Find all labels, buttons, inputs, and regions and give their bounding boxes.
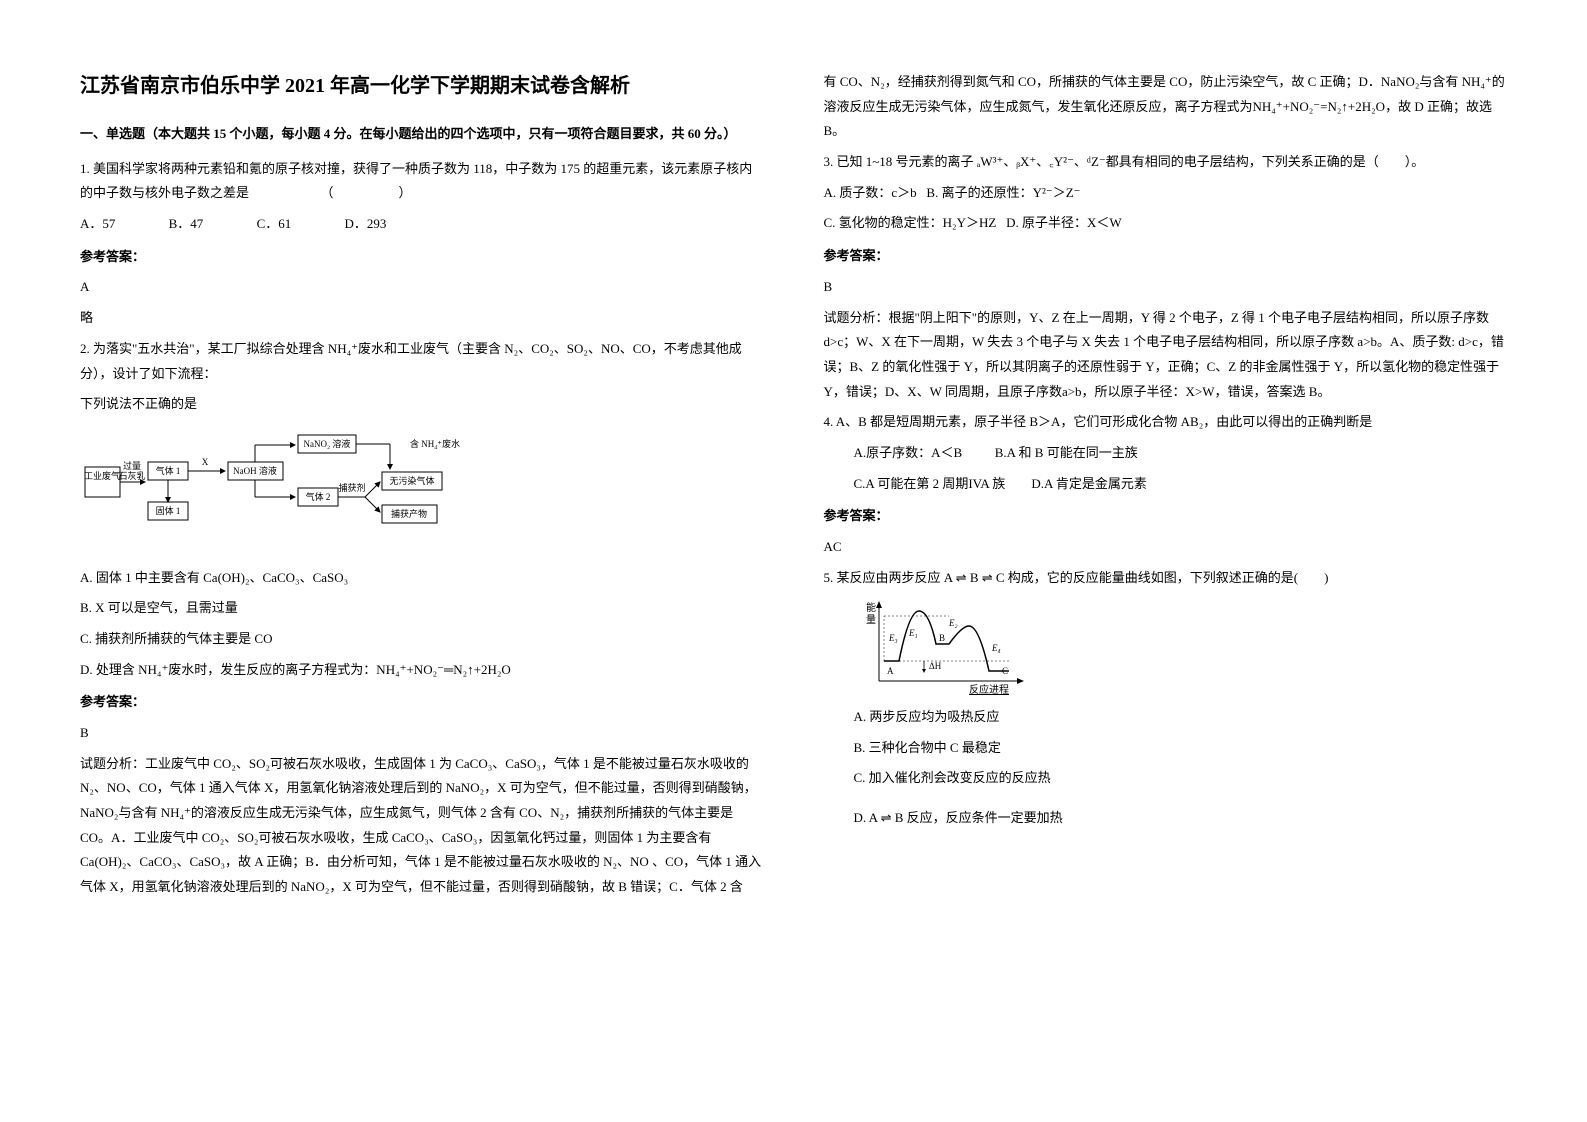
q4-options-line2: C.A 可能在第 2 周期IVA 族 D.A 肯定是金属元素 [854, 472, 1508, 497]
svg-text:气体 2: 气体 2 [306, 491, 331, 502]
q3-answer: B [824, 275, 1508, 300]
q4-answer: AC [824, 535, 1508, 560]
svg-text:过量: 过量 [123, 460, 141, 471]
svg-text:X: X [202, 457, 209, 467]
q3-explanation: 试题分析：根据"阴上阳下"的原则，Y、Z 在上一周期，Y 得 2 个电子，Z 得… [824, 306, 1508, 405]
svg-text:A: A [887, 666, 894, 676]
svg-text:NaNO₂ 溶液: NaNO₂ 溶液 [304, 438, 351, 449]
svg-text:E₃: E₃ [888, 633, 898, 643]
svg-text:工业废气: 工业废气 [84, 470, 120, 481]
q4-options-line1: A.原子序数：A＜B B.A 和 B 可能在同一主族 [854, 441, 1508, 466]
energy-chart: 能 量 反应进程 A B C E₃ E₁ E₂ E₄ ΔH [824, 596, 1508, 705]
svg-text:ΔH: ΔH [929, 661, 942, 671]
question-4-text: 4. A、B 都是短周期元素，原子半径 B＞A，它们可形成化合物 AB₂，由此可… [824, 410, 1508, 435]
right-column: 有 CO、N₂，经捕获剂得到氮气和 CO，所捕获的气体主要是 CO，防止污染空气… [794, 70, 1538, 1082]
left-column: 江苏省南京市伯乐中学 2021 年高一化学下学期期末试卷含解析 一、单选题（本大… [50, 70, 794, 1082]
q5-option-d: D. A ⇌ B 反应，反应条件一定要加热 [854, 806, 1508, 831]
q3-option-b: B. 离子的还原性：Y²⁻＞Z⁻ [926, 185, 1080, 200]
question-1-text: 1. 美国科学家将两种元素铅和氪的原子核对撞，获得了一种质子数为 118，中子数… [80, 157, 764, 206]
question-5-text: 5. 某反应由两步反应 A ⇌ B ⇌ C 构成，它的反应能量曲线如图，下列叙述… [824, 566, 1508, 591]
q3-option-a: A. 质子数：c＞b [824, 185, 917, 200]
question-1-options: A．57 B．47 C．61 D．293 [80, 212, 764, 237]
svg-text:石灰乳: 石灰乳 [118, 470, 145, 481]
svg-text:B: B [939, 633, 945, 643]
svg-text:含 NH₄⁺废水: 含 NH₄⁺废水 [410, 438, 460, 449]
q2-option-c: C. 捕获剂所捕获的气体主要是 CO [80, 627, 764, 652]
q5-option-c: C. 加入催化剂会改变反应的反应热 [854, 766, 1508, 791]
q4-option-d: D.A 肯定是金属元素 [1031, 476, 1147, 491]
q3-option-c: C. 氢化物的稳定性：H₂Y＞HZ [824, 215, 997, 230]
q4-option-b: B.A 和 B 可能在同一主族 [995, 445, 1138, 460]
svg-text:能: 能 [866, 601, 876, 614]
q1-option-b: B．47 [169, 216, 204, 231]
q2-option-a: A. 固体 1 中主要含有 Ca(OH)₂、CaCO₃、CaSO₃ [80, 566, 764, 591]
q2-option-b: B. X 可以是空气，且需过量 [80, 596, 764, 621]
energy-chart-svg: 能 量 反应进程 A B C E₃ E₁ E₂ E₄ ΔH [854, 596, 1034, 696]
svg-text:E₁: E₁ [908, 628, 918, 638]
svg-text:C: C [1002, 666, 1008, 676]
q5-option-b: B. 三种化合物中 C 最稳定 [854, 736, 1508, 761]
section-heading: 一、单选题（本大题共 15 个小题，每小题 4 分。在每小题给出的四个选项中，只… [80, 122, 764, 147]
q5-option-a: A. 两步反应均为吸热反应 [854, 705, 1508, 730]
q1-option-d: D．293 [344, 216, 386, 231]
q3-options-line1: A. 质子数：c＞b B. 离子的还原性：Y²⁻＞Z⁻ [824, 181, 1508, 206]
q2-explanation: 试题分析：工业废气中 CO₂、SO₂可被石灰水吸收，生成固体 1 为 CaCO₃… [80, 752, 764, 900]
q1-option-a: A．57 [80, 216, 115, 231]
q2-answer-label: 参考答案： [80, 690, 764, 715]
q3-options-line2: C. 氢化物的稳定性：H₂Y＞HZ D. 原子半径：X＜W [824, 211, 1508, 236]
q4-option-c: C.A 可能在第 2 周期IVA 族 [854, 476, 1006, 491]
svg-text:反应进程: 反应进程 [969, 683, 1009, 696]
question-2-text: 2. 为落实"五水共治"，某工厂拟综合处理含 NH₄⁺废水和工业废气（主要含 N… [80, 337, 764, 386]
q3-answer-label: 参考答案： [824, 244, 1508, 269]
flow-diagram-svg: 工业废气 过量 石灰乳 气体 1 固体 1 X NaOH 溶液 NaNO₂ 溶液 [80, 427, 480, 547]
q4-answer-label: 参考答案： [824, 504, 1508, 529]
q2-continuation: 有 CO、N₂，经捕获剂得到氮气和 CO，所捕获的气体主要是 CO，防止污染空气… [824, 70, 1508, 144]
svg-text:捕获产物: 捕获产物 [391, 508, 427, 519]
svg-text:无污染气体: 无污染气体 [389, 475, 434, 486]
svg-text:气体 1: 气体 1 [156, 465, 181, 476]
document-title: 江苏省南京市伯乐中学 2021 年高一化学下学期期末试卷含解析 [80, 70, 764, 102]
svg-text:捕获剂: 捕获剂 [338, 482, 365, 493]
q1-answer: A [80, 275, 764, 300]
question-2-subtext: 下列说法不正确的是 [80, 392, 764, 417]
svg-text:量: 量 [866, 614, 876, 626]
question-3-text: 3. 已知 1~18 号元素的离子 ₐW³⁺、ᵦX⁺、꜀Y²⁻、ᵈZ⁻都具有相同… [824, 150, 1508, 175]
q1-note: 略 [80, 306, 764, 331]
q1-answer-label: 参考答案： [80, 245, 764, 270]
svg-text:NaOH 溶液: NaOH 溶液 [233, 465, 277, 476]
svg-text:E₂: E₂ [948, 618, 958, 628]
q4-option-a: A.原子序数：A＜B [854, 445, 963, 460]
q3-option-d: D. 原子半径：X＜W [1006, 215, 1122, 230]
svg-text:固体 1: 固体 1 [156, 505, 181, 516]
svg-text:E₄: E₄ [991, 643, 1001, 653]
flow-diagram: 工业废气 过量 石灰乳 气体 1 固体 1 X NaOH 溶液 NaNO₂ 溶液 [80, 427, 764, 556]
q1-option-c: C．61 [257, 216, 292, 231]
q2-option-d: D. 处理含 NH₄⁺废水时，发生反应的离子方程式为：NH₄⁺+NO₂⁻═N₂↑… [80, 658, 764, 683]
q2-answer: B [80, 721, 764, 746]
